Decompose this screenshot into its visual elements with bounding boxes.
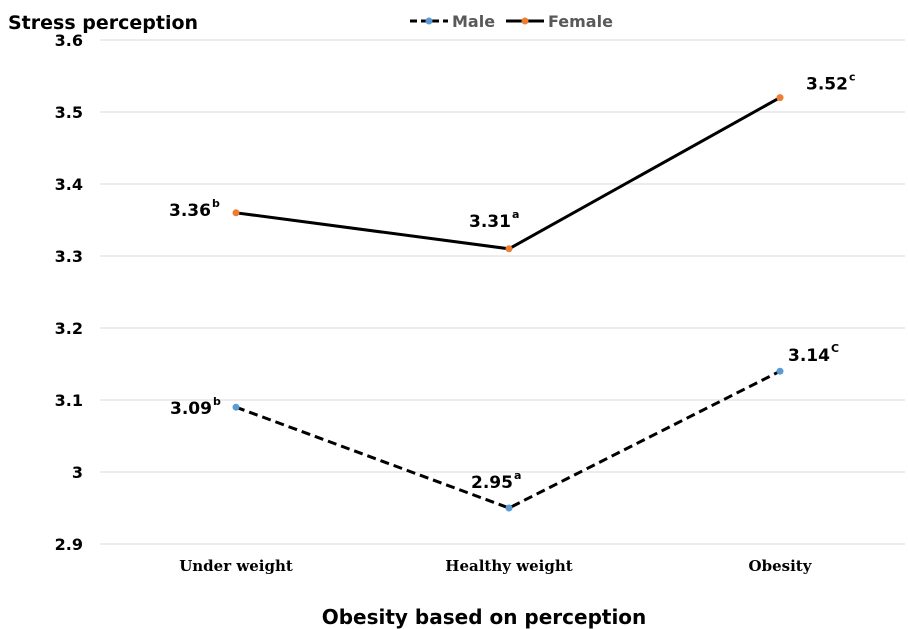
y-tick-label: 3.6 [55, 31, 83, 50]
x-axis-ticks: Under weight Healthy weight Obesity [179, 557, 813, 575]
y-axis-ticks: 2.9 3 3.1 3.2 3.3 3.4 3.5 3.6 [55, 31, 83, 554]
data-label: 3.31 [469, 212, 511, 232]
data-label-superscript: a [512, 208, 519, 221]
x-axis-title: Obesity based on perception [322, 605, 647, 629]
data-point [776, 94, 784, 102]
y-axis-title: Stress perception [8, 12, 198, 34]
data-label: 3.09 [170, 399, 212, 419]
x-tick-label: Obesity [749, 557, 813, 575]
data-label: 3.36 [169, 201, 211, 221]
data-label-superscript: c [849, 71, 856, 84]
legend-swatch-marker [521, 17, 529, 25]
legend-item-male: Male [410, 12, 495, 31]
legend-swatch-marker [425, 17, 433, 25]
x-tick-label: Under weight [179, 557, 293, 575]
data-labels: 3.09 b2.95 a3.14 C3.36 b3.31 a3.52 c [169, 71, 855, 493]
legend-label: Female [548, 12, 613, 31]
y-tick-label: 3.2 [55, 319, 83, 338]
y-tick-label: 3.5 [55, 103, 83, 122]
data-point [505, 504, 513, 512]
y-tick-label: 3.4 [55, 175, 83, 194]
data-point [505, 245, 513, 253]
data-label-superscript: b [213, 395, 221, 408]
data-point [232, 209, 240, 217]
gridlines [100, 39, 905, 545]
legend-item-female: Female [506, 12, 613, 31]
data-point [776, 367, 784, 375]
series-group [232, 94, 784, 512]
y-tick-label: 3.3 [55, 247, 83, 266]
series-line-male [235, 369, 781, 510]
y-tick-label: 3.1 [55, 391, 83, 410]
y-tick-label: 3 [72, 463, 83, 482]
data-label-superscript: C [831, 342, 839, 355]
data-point [232, 403, 240, 411]
y-tick-label: 2.9 [55, 535, 83, 554]
data-label-superscript: b [212, 197, 220, 210]
x-tick-label: Healthy weight [445, 557, 572, 575]
data-label-superscript: a [514, 469, 521, 482]
legend: Male Female [410, 12, 613, 31]
data-label: 3.14 [788, 346, 830, 366]
data-label: 2.95 [471, 473, 513, 493]
data-label: 3.52 [806, 75, 848, 95]
legend-label: Male [452, 12, 495, 31]
